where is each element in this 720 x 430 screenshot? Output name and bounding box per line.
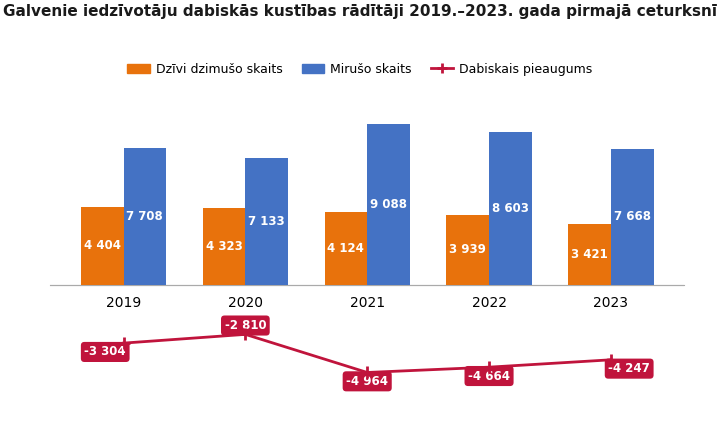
Bar bbox=[325, 212, 367, 285]
Bar bbox=[568, 224, 611, 285]
Text: -4 247: -4 247 bbox=[608, 362, 650, 375]
Bar bbox=[489, 132, 531, 285]
Bar bbox=[124, 148, 166, 285]
Text: -2 810: -2 810 bbox=[225, 319, 266, 332]
Text: 7 133: 7 133 bbox=[248, 215, 285, 228]
Bar bbox=[446, 215, 489, 285]
Text: 7 708: 7 708 bbox=[127, 210, 163, 223]
Text: 4 323: 4 323 bbox=[206, 240, 243, 253]
Text: 3 421: 3 421 bbox=[571, 248, 608, 261]
Text: 8 603: 8 603 bbox=[492, 202, 528, 215]
Text: Galvenie iedzīvotāju dabiskās kustības rādītāji 2019.–2023. gada pirmajā ceturks: Galvenie iedzīvotāju dabiskās kustības r… bbox=[3, 4, 717, 19]
Text: 7 668: 7 668 bbox=[613, 210, 651, 223]
Bar bbox=[246, 159, 288, 285]
Bar bbox=[81, 207, 124, 285]
Text: -3 304: -3 304 bbox=[84, 345, 126, 359]
Bar bbox=[203, 208, 246, 285]
Bar bbox=[611, 149, 654, 285]
Text: 4 404: 4 404 bbox=[84, 239, 121, 252]
Text: -4 964: -4 964 bbox=[346, 375, 388, 388]
Legend: Dzīvi dzimušo skaits, Mirušo skaits, Dabiskais pieaugums: Dzīvi dzimušo skaits, Mirušo skaits, Dab… bbox=[122, 58, 598, 81]
Text: 4 124: 4 124 bbox=[328, 242, 364, 255]
Text: 9 088: 9 088 bbox=[370, 198, 407, 211]
Bar bbox=[367, 124, 410, 285]
Text: 3 939: 3 939 bbox=[449, 243, 486, 256]
Text: -4 664: -4 664 bbox=[468, 369, 510, 383]
